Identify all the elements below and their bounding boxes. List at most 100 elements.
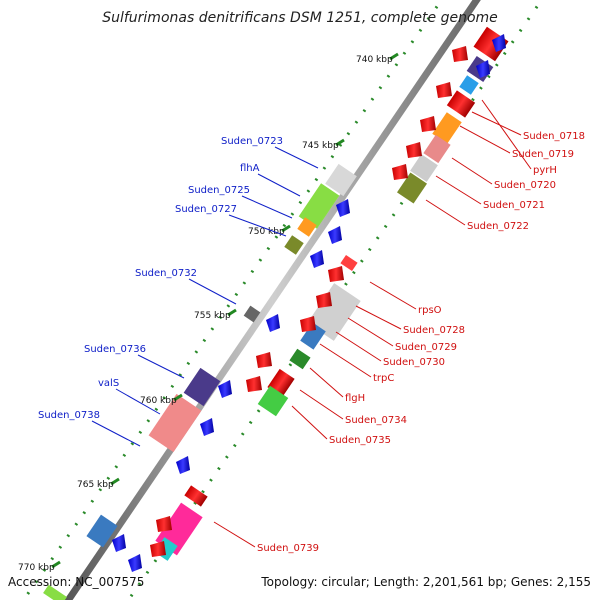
gene-0739a (184, 485, 208, 507)
kbp-tick-mark (227, 308, 237, 317)
label-leader-line (471, 111, 522, 136)
gene-label-left: Suden_0736 (84, 344, 146, 355)
gene-0719 (432, 112, 462, 144)
gene-label-right: pyrH (533, 165, 557, 176)
label-leader-line (335, 331, 382, 362)
reverse-gene-arrow (156, 516, 172, 532)
label-leader-line (241, 195, 293, 219)
label-leader-line (459, 125, 511, 154)
gene-flha (298, 183, 340, 229)
label-leader-line (435, 175, 482, 205)
forward-gene-arrow (266, 314, 280, 332)
label-leader-line (347, 317, 394, 347)
kbp-tick-mark (173, 393, 183, 402)
gene-label-left: valS (98, 378, 119, 389)
gene-label-right: Suden_0722 (467, 221, 529, 232)
gene-pyrh-block (459, 75, 479, 95)
gene-0736 (183, 367, 221, 407)
label-leader-line (451, 157, 493, 185)
gene-flgh (257, 385, 289, 417)
label-leader-line (355, 305, 402, 330)
forward-gene-arrow (310, 250, 324, 268)
gene-label-right: Suden_0720 (494, 180, 556, 191)
gene-label-right: trpC (373, 373, 394, 384)
gene-label-right: flgH (345, 393, 365, 404)
gene-label-right: Suden_0729 (395, 342, 457, 353)
reverse-gene-arrow (316, 292, 332, 308)
label-leader-line (115, 388, 161, 415)
gene-label-right: Suden_0721 (483, 200, 545, 211)
gene-label-right: Suden_0719 (512, 149, 574, 160)
kbp-tick-label: 750 kbp (248, 227, 285, 237)
gene-0718 (446, 90, 476, 118)
gene-rpso (340, 254, 358, 272)
gene-label-left: flhA (240, 163, 260, 174)
gene-label-left: Suden_0732 (135, 268, 197, 279)
label-leader-line (91, 420, 141, 447)
label-leader-line (291, 405, 328, 440)
label-leader-line (319, 343, 372, 378)
forward-gene-arrow (336, 199, 350, 217)
forward-gene-arrow (200, 418, 214, 436)
genome-summary-text: Topology: circular; Length: 2,201,561 bp… (260, 575, 591, 589)
gene-label-right: Suden_0739 (257, 543, 319, 554)
gene-label-left: Suden_0738 (38, 410, 100, 421)
forward-gene-arrow (176, 456, 190, 474)
gene-label-left: Suden_0725 (188, 185, 250, 196)
gene-label-right: Suden_0734 (345, 415, 407, 426)
forward-gene-arrow (328, 226, 342, 244)
forward-gene-arrow (128, 554, 142, 572)
gene-0725 (297, 217, 317, 237)
kbp-tick-label: 770 kbp (18, 563, 55, 573)
gene-suden-0716 (473, 26, 509, 62)
reverse-gene-arrow (420, 116, 436, 132)
forward-gene-arrow (492, 34, 506, 52)
label-leader-line (309, 367, 344, 398)
forward-gene-arrow (476, 60, 490, 78)
gene-0727 (284, 235, 304, 255)
kbp-tick-label: 765 kbp (77, 480, 114, 490)
kbp-tick-label: 745 kbp (302, 141, 339, 151)
gene-label-left: Suden_0727 (175, 204, 237, 215)
label-leader-line (188, 278, 237, 305)
label-leader-line (481, 99, 532, 170)
gene-0732 (243, 305, 261, 323)
gene-0740 (86, 514, 118, 548)
map-title: Sulfurimonas denitrificans DSM 1251, com… (102, 10, 498, 26)
forward-gene-arrow (112, 534, 126, 552)
gene-0723 (325, 163, 357, 197)
gene-label-right: Suden_0735 (329, 435, 391, 446)
label-leader-line (228, 214, 287, 237)
kbp-tick-mark (110, 477, 120, 486)
gene-0729 (300, 322, 326, 350)
kbp-tick-label: 740 kbp (356, 55, 393, 65)
reverse-gene-arrow (436, 82, 452, 98)
reverse-gene-arrow (246, 376, 262, 392)
kbp-tick-mark (51, 560, 61, 569)
gene-label-right: Suden_0718 (523, 131, 585, 142)
kbp-tick-mark (335, 138, 345, 147)
reverse-gene-arrow (256, 352, 272, 368)
gene-label-right: Suden_0728 (403, 325, 465, 336)
reverse-gene-arrow (392, 164, 408, 180)
forward-gene-arrow (218, 380, 232, 398)
kbp-tick-mark (281, 224, 291, 233)
genome-backbone (64, 0, 481, 600)
accession-text: Accession: NC_007575 (8, 575, 144, 589)
gene-0730 (289, 348, 311, 370)
gene-label-right: rpsO (418, 305, 442, 316)
label-leader-line (274, 146, 319, 169)
reverse-gene-arrow (300, 316, 316, 332)
reverse-gene-arrow (406, 142, 422, 158)
kbp-tick-label: 755 kbp (194, 311, 231, 321)
label-leader-line (369, 281, 417, 310)
label-leader-line (299, 389, 344, 420)
label-leader-line (137, 354, 185, 379)
gene-0742 (43, 584, 67, 600)
dotted-track-left (21, 0, 444, 600)
gene-0728 (307, 283, 361, 341)
gene-label-left: Suden_0723 (221, 136, 283, 147)
gene-vals (148, 393, 202, 453)
